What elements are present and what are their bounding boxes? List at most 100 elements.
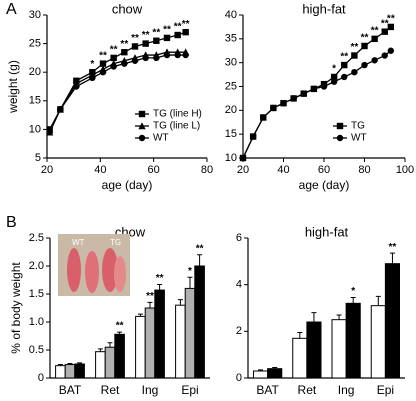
x-tick-label: 100 <box>396 164 414 176</box>
marker <box>320 83 328 90</box>
error-bar <box>311 312 317 322</box>
error-bar <box>177 299 183 306</box>
y-tick-label: 2.5 <box>29 232 44 244</box>
marker <box>300 90 307 97</box>
marker <box>336 134 344 142</box>
bar <box>74 363 85 379</box>
marker <box>371 35 378 43</box>
y-tick-label: 0 <box>236 372 242 384</box>
x-tick-label: Ing <box>338 383 355 397</box>
significance-label: ** <box>381 18 389 29</box>
marker <box>46 129 53 136</box>
y-tick-label: 40 <box>225 9 237 21</box>
significance-label: ** <box>116 321 124 332</box>
y-tick-label: 5 <box>35 152 41 164</box>
significance-label: ** <box>389 242 397 253</box>
marker <box>336 122 344 130</box>
legend-label: WT <box>351 133 367 144</box>
y-tick-label: 6 <box>236 232 242 244</box>
chart-title: high-fat <box>305 224 349 239</box>
bar <box>175 304 186 379</box>
marker <box>138 122 146 130</box>
marker <box>182 28 189 36</box>
y-tick-label: 10 <box>225 152 237 164</box>
marker <box>341 73 348 81</box>
chart-title: high-fat <box>302 1 346 16</box>
marker <box>361 61 368 69</box>
series-line <box>242 50 392 159</box>
bar <box>345 302 361 379</box>
y-tick-label: 30 <box>29 9 41 21</box>
marker <box>351 52 358 59</box>
inset-label: TG <box>110 238 121 247</box>
significance-label: ** <box>163 25 171 36</box>
bar <box>55 365 66 379</box>
tissue <box>85 251 99 293</box>
y-tick-label: 15 <box>29 95 41 107</box>
y-tick-label: 4 <box>236 279 242 291</box>
error-bar <box>272 367 278 369</box>
marker <box>239 154 247 162</box>
error-bar <box>57 364 63 366</box>
bar <box>331 319 347 379</box>
marker <box>99 60 107 67</box>
y-tick-label: 20 <box>29 66 41 78</box>
y-axis-label: weight (g) <box>6 60 20 114</box>
x-tick-label: 40 <box>277 164 289 176</box>
x-tick-label: 80 <box>358 164 370 176</box>
marker <box>341 61 348 69</box>
x-tick-label: Ret <box>298 383 317 397</box>
marker <box>142 40 149 47</box>
panel-label: B <box>6 214 17 231</box>
marker <box>163 51 171 59</box>
bar <box>95 351 106 379</box>
marker <box>121 60 128 67</box>
marker <box>153 54 160 62</box>
y-tick-label: 10 <box>29 123 41 135</box>
error-bar <box>389 252 395 264</box>
x-tick-label: BAT <box>256 383 279 397</box>
chart-title: chow <box>112 1 143 16</box>
bar <box>306 321 322 379</box>
tissue <box>102 248 118 292</box>
y-tick-label: 30 <box>225 57 237 69</box>
marker <box>330 73 338 81</box>
marker <box>381 28 388 35</box>
significance-label: ** <box>340 52 348 63</box>
y-tick-label: 25 <box>225 80 237 92</box>
error-bar <box>157 283 163 291</box>
marker <box>142 54 149 62</box>
x-tick-label: Ret <box>101 383 120 397</box>
marker <box>280 99 287 107</box>
x-axis-label: age (day) <box>299 178 350 192</box>
bar <box>252 370 269 379</box>
marker <box>371 57 378 64</box>
y-tick-label: 35 <box>225 33 237 45</box>
significance-label: ** <box>142 30 150 41</box>
marker <box>174 31 181 39</box>
y-tick-label: 15 <box>225 128 237 140</box>
marker <box>387 23 395 31</box>
marker <box>249 133 257 140</box>
x-tick-label: 40 <box>94 164 106 176</box>
marker <box>174 51 181 59</box>
y-tick-label: 0 <box>38 372 44 384</box>
significance-label: ** <box>120 39 128 50</box>
marker <box>387 47 395 54</box>
y-tick-label: 1.0 <box>29 316 44 328</box>
significance-label: * <box>188 266 192 277</box>
bar <box>384 263 401 379</box>
significance-label: ** <box>156 273 164 284</box>
tissue <box>67 248 81 292</box>
error-bar <box>350 297 356 304</box>
x-tick-label: 20 <box>41 164 53 176</box>
marker <box>89 74 96 82</box>
marker <box>73 83 80 90</box>
x-tick-label: 20 <box>237 164 249 176</box>
bar <box>292 337 308 379</box>
x-tick-label: BAT <box>59 383 82 397</box>
x-tick-label: Ing <box>142 383 159 397</box>
inset-photo: WT TG <box>58 234 130 296</box>
y-tick-label: 20 <box>225 104 237 116</box>
